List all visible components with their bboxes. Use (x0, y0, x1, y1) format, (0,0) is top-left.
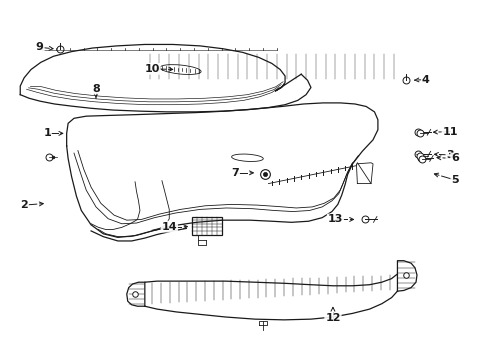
Text: 2: 2 (20, 200, 28, 210)
Text: 5: 5 (451, 175, 459, 185)
Text: 1: 1 (43, 129, 51, 138)
Ellipse shape (160, 65, 201, 75)
Text: 11: 11 (442, 127, 458, 136)
Ellipse shape (232, 154, 263, 162)
Text: 13: 13 (328, 215, 343, 224)
Text: 3: 3 (446, 150, 454, 160)
Text: 8: 8 (92, 84, 100, 94)
Text: 7: 7 (231, 168, 239, 178)
Text: 9: 9 (36, 42, 44, 52)
Bar (192, 217, 221, 234)
Text: 14: 14 (161, 222, 177, 231)
Text: 12: 12 (325, 313, 341, 323)
Text: 6: 6 (451, 153, 459, 163)
Text: 10: 10 (145, 64, 160, 74)
Text: 4: 4 (422, 75, 430, 85)
